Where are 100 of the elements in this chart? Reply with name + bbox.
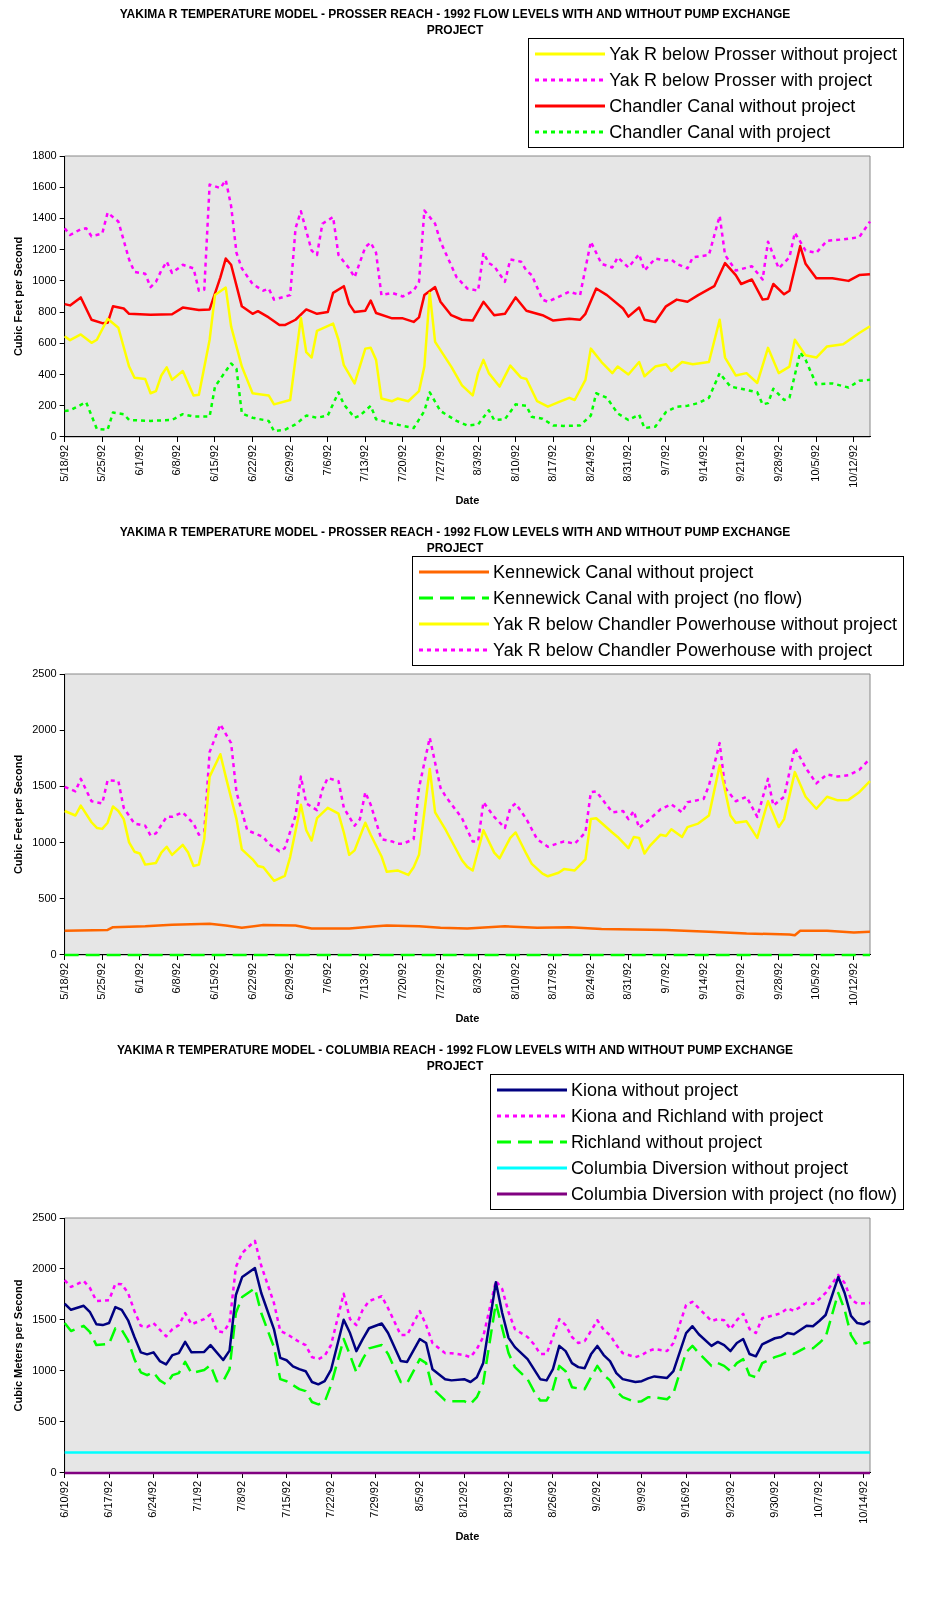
x-tick-label: 9/9/92 bbox=[634, 1480, 647, 1512]
x-tick-label: 8/31/92 bbox=[621, 962, 634, 1000]
x-tick-label: 8/10/92 bbox=[508, 444, 521, 482]
x-tick-label: 9/2/92 bbox=[590, 1480, 603, 1512]
x-tick-label: 5/25/92 bbox=[95, 444, 108, 482]
chart-title: YAKIMA R TEMPERATURE MODEL - PROSSER REACH - 1992 FLOW LEVELS WITH AND WITHOUT PUMP EXCHANGE PROJECT bbox=[118, 6, 792, 38]
x-tick-label: 8/3/92 bbox=[471, 962, 484, 994]
x-tick-label: 7/15/92 bbox=[279, 1480, 292, 1518]
y-tick-label: 500 bbox=[38, 1415, 57, 1428]
line-series bbox=[63, 350, 872, 433]
x-tick-label: 5/18/92 bbox=[57, 962, 70, 1000]
x-axis-title: Date bbox=[455, 1012, 480, 1025]
x-tick-label: 6/22/92 bbox=[245, 962, 258, 1000]
x-tick-label: 7/27/92 bbox=[433, 444, 446, 482]
x-tick-label: 10/5/92 bbox=[809, 444, 822, 482]
x-tick-label: 8/17/92 bbox=[546, 962, 559, 1000]
line-series bbox=[63, 1239, 872, 1361]
x-tick-label: 5/18/92 bbox=[57, 444, 70, 482]
x-tick-label: 6/29/92 bbox=[283, 962, 296, 1000]
y-tick-label: 200 bbox=[38, 398, 57, 411]
x-tick-label: 10/5/92 bbox=[809, 962, 822, 1000]
y-tick-label: 1500 bbox=[32, 779, 57, 792]
x-tick-label: 7/22/92 bbox=[324, 1480, 337, 1518]
y-tick-label: 800 bbox=[38, 305, 57, 318]
x-tick-label: 7/6/92 bbox=[320, 962, 333, 994]
x-tick-label: 9/14/92 bbox=[696, 962, 709, 1000]
x-axis-title: Date bbox=[455, 1530, 480, 1543]
y-tick-label: 0 bbox=[50, 430, 57, 443]
x-tick-label: 6/15/92 bbox=[208, 962, 221, 1000]
x-tick-label: 8/19/92 bbox=[501, 1480, 514, 1518]
legend-label: Kiona and Richland with project bbox=[570, 1105, 824, 1128]
x-tick-label: 8/31/92 bbox=[621, 444, 634, 482]
legend-label: Yak R below Chandler Powerhouse with project bbox=[493, 639, 872, 662]
x-tick-label: 7/1/92 bbox=[190, 1480, 203, 1512]
x-tick-label: 9/16/92 bbox=[679, 1480, 692, 1518]
y-tick-label: 1500 bbox=[32, 1313, 57, 1326]
x-tick-label: 9/21/92 bbox=[734, 962, 747, 1000]
x-tick-label: 6/15/92 bbox=[208, 444, 221, 482]
y-tick-label: 0 bbox=[50, 1466, 57, 1479]
y-tick-label: 1000 bbox=[32, 835, 57, 848]
x-tick-label: 7/20/92 bbox=[395, 962, 408, 1000]
y-tick-label: 400 bbox=[38, 367, 57, 380]
x-tick-label: 10/7/92 bbox=[812, 1480, 825, 1518]
x-tick-label: 9/28/92 bbox=[771, 444, 784, 482]
y-tick-label: 2000 bbox=[32, 723, 57, 736]
x-tick-label: 7/29/92 bbox=[368, 1480, 381, 1518]
x-tick-label: 9/23/92 bbox=[723, 1480, 736, 1518]
x-tick-label: 7/13/92 bbox=[358, 962, 371, 1000]
y-tick-label: 500 bbox=[38, 891, 57, 904]
x-tick-label: 8/10/92 bbox=[508, 962, 521, 1000]
legend-label: Kennewick Canal with project (no flow) bbox=[493, 587, 803, 610]
x-tick-label: 7/13/92 bbox=[358, 444, 371, 482]
x-tick-label: 8/17/92 bbox=[546, 444, 559, 482]
x-tick-label: 6/24/92 bbox=[146, 1480, 159, 1518]
y-tick-label: 1800 bbox=[32, 149, 57, 162]
x-tick-label: 8/24/92 bbox=[583, 962, 596, 1000]
x-tick-label: 10/12/92 bbox=[846, 962, 859, 1006]
x-tick-label: 9/21/92 bbox=[734, 444, 747, 482]
x-tick-label: 6/22/92 bbox=[245, 444, 258, 482]
x-tick-label: 5/25/92 bbox=[95, 962, 108, 1000]
y-tick-label: 1200 bbox=[32, 242, 57, 255]
y-axis-title: Cubic Feet per Second bbox=[11, 754, 24, 875]
chart-title: YAKIMA R TEMPERATURE MODEL - PROSSER REACH - 1992 FLOW LEVELS WITH AND WITHOUT PUMP EXCHANGE PROJECT bbox=[118, 524, 792, 556]
legend-label: Chandler Canal with project bbox=[609, 121, 831, 144]
x-tick-label: 9/7/92 bbox=[659, 444, 672, 476]
y-tick-label: 600 bbox=[38, 336, 57, 349]
x-axis-title: Date bbox=[455, 494, 480, 507]
x-tick-label: 10/12/92 bbox=[846, 444, 859, 488]
legend-label: Kennewick Canal without project bbox=[493, 561, 754, 584]
x-tick-label: 10/14/92 bbox=[856, 1480, 869, 1524]
x-tick-label: 9/14/92 bbox=[696, 444, 709, 482]
x-tick-label: 7/27/92 bbox=[433, 962, 446, 1000]
y-tick-label: 1000 bbox=[32, 273, 57, 286]
x-tick-label: 6/8/92 bbox=[170, 444, 183, 476]
x-tick-label: 8/24/92 bbox=[583, 444, 596, 482]
x-tick-label: 9/28/92 bbox=[771, 962, 784, 1000]
x-tick-label: 7/6/92 bbox=[320, 444, 333, 476]
y-axis-title: Cubic Meters per Second bbox=[11, 1279, 24, 1412]
x-tick-label: 6/1/92 bbox=[132, 444, 145, 476]
x-tick-label: 8/26/92 bbox=[545, 1480, 558, 1518]
legend-label: Richland without project bbox=[570, 1131, 762, 1154]
x-tick-label: 8/3/92 bbox=[471, 444, 484, 476]
x-tick-label: 7/20/92 bbox=[395, 444, 408, 482]
legend-label: Yak R below Prosser without project bbox=[609, 43, 897, 66]
x-tick-label: 9/30/92 bbox=[767, 1480, 780, 1518]
x-tick-label: 6/8/92 bbox=[170, 962, 183, 994]
y-tick-label: 2000 bbox=[32, 1262, 57, 1275]
x-tick-label: 9/7/92 bbox=[659, 962, 672, 994]
legend-label: Columbia Diversion with project (no flow) bbox=[570, 1183, 897, 1206]
y-tick-label: 0 bbox=[50, 948, 57, 961]
legend-label: Yak R below Chandler Powerhouse without project bbox=[493, 613, 897, 636]
x-tick-label: 6/10/92 bbox=[57, 1480, 70, 1518]
y-tick-label: 2500 bbox=[32, 1211, 57, 1224]
y-tick-label: 1000 bbox=[32, 1364, 57, 1377]
y-axis-title: Cubic Feet per Second bbox=[11, 236, 24, 357]
legend-label: Kiona without project bbox=[570, 1079, 738, 1102]
x-tick-label: 8/5/92 bbox=[412, 1480, 425, 1512]
x-tick-label: 6/1/92 bbox=[132, 962, 145, 994]
x-tick-label: 8/12/92 bbox=[457, 1480, 470, 1518]
line-series bbox=[63, 178, 872, 304]
